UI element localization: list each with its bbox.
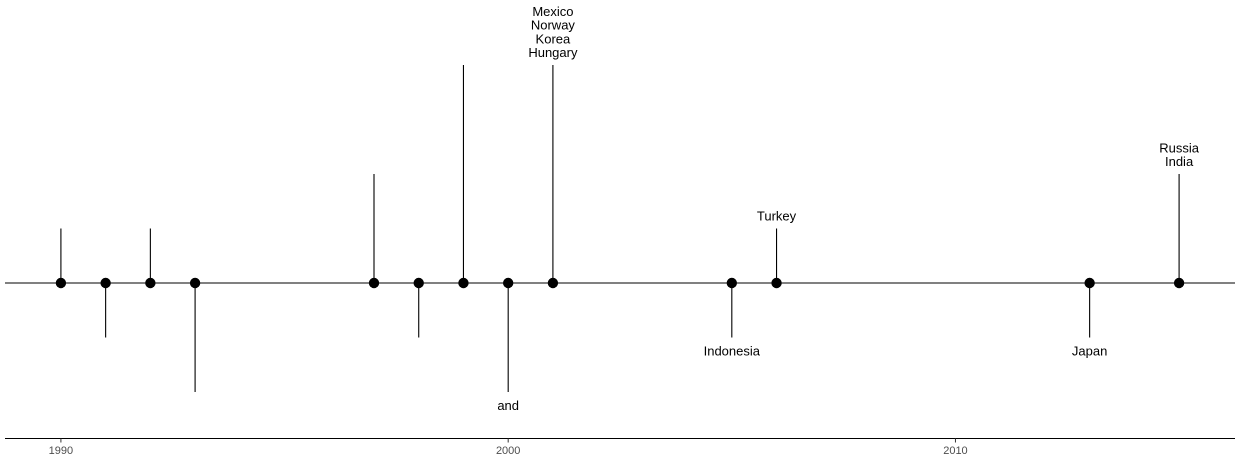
event-point: [413, 277, 424, 289]
x-tick-label: 2000: [496, 445, 520, 457]
event-point: [771, 277, 782, 289]
event-label: Mexico Norway Korea Hungary: [528, 4, 578, 60]
event-stems: [60, 65, 1180, 392]
event-points: [55, 277, 1185, 289]
event-point: [458, 277, 469, 289]
event-label: Russia India: [1159, 140, 1200, 169]
event-point: [100, 277, 111, 289]
x-tick-label: 2010: [943, 445, 967, 457]
event-point: [547, 277, 559, 289]
x-axis-ticks: 1990 2000 2010: [49, 438, 968, 457]
event-labels: and Mexico Norway Korea Hungary Indonesia Turk…: [497, 4, 1199, 413]
event-label: Indonesia: [704, 344, 761, 359]
event-label: and: [497, 398, 519, 413]
event-point: [1084, 277, 1095, 289]
event-point: [368, 277, 380, 289]
x-tick-label: 1990: [49, 445, 73, 457]
event-label: Turkey: [757, 209, 797, 224]
event-point: [55, 277, 67, 289]
event-point: [1173, 277, 1185, 289]
event-point: [502, 277, 514, 289]
event-point: [145, 277, 156, 289]
event-point: [189, 277, 201, 289]
event-label: Japan: [1072, 344, 1107, 359]
event-point: [726, 277, 738, 289]
